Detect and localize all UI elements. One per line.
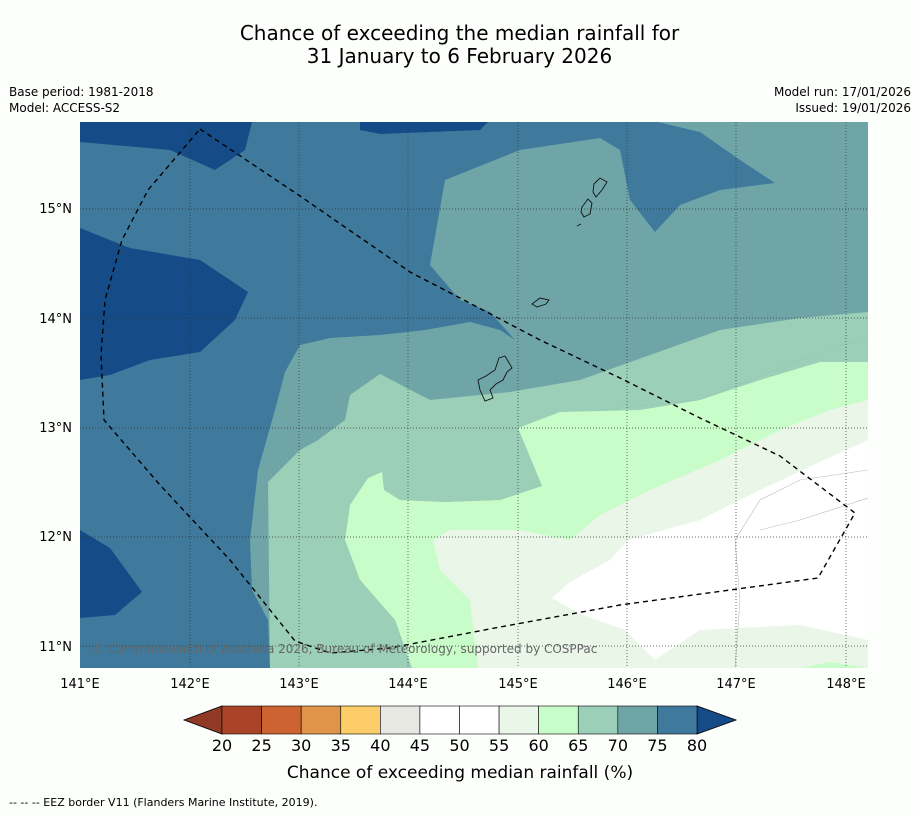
- guam-island: [477, 355, 513, 402]
- colorbar-swatch: [459, 705, 500, 735]
- model-run: Model run: 17/01/2026: [773, 85, 911, 99]
- y-tick-15: 15°N: [39, 202, 72, 217]
- contour-60-65-bottom: [800, 662, 868, 668]
- x-tick-142: 142°E: [170, 677, 210, 692]
- colorbar-swatch: [577, 705, 619, 735]
- colorbar-label: 60: [528, 736, 548, 755]
- colorbar-label: 25: [251, 736, 271, 755]
- contour-50-55: [552, 440, 868, 660]
- colorbar-swatch: [261, 705, 302, 735]
- colorbar-label: 65: [568, 736, 588, 755]
- model-name: Model: ACCESS-S2: [9, 101, 121, 115]
- issued-date: Issued: 19/01/2026: [795, 101, 911, 115]
- colorbar-swatch: [380, 705, 421, 735]
- x-tick-148: 148°E: [826, 677, 866, 692]
- x-tick-145: 145°E: [498, 677, 538, 692]
- colorbar-label: 80: [687, 736, 707, 755]
- colorbar-swatch: [340, 705, 381, 735]
- colorbar-title: Chance of exceeding median rainfall (%): [287, 763, 633, 783]
- contour-65-70-band: [268, 312, 868, 668]
- map-title: Chance of exceeding the median rainfall …: [0, 22, 919, 68]
- colorbar-swatch: [538, 705, 579, 735]
- colorbar-low-arrow: [182, 705, 223, 735]
- x-tick-146: 146°E: [607, 677, 647, 692]
- title-line-1: Chance of exceeding the median rainfall …: [239, 21, 680, 45]
- colorbar-label: 55: [489, 736, 509, 755]
- copyright-notice: © Commonwealth of Australia 2026, Bureau…: [92, 642, 597, 656]
- colorbar-swatch: [617, 705, 658, 735]
- colorbar-high-arrow: [696, 705, 738, 735]
- eez-legend-note: -- -- -- EEZ border V11 (Flanders Marine…: [9, 796, 318, 809]
- contour-80-west: [80, 228, 248, 380]
- title-line-2: 31 January to 6 February 2026: [306, 44, 613, 68]
- colorbar-label: 35: [331, 736, 351, 755]
- x-axis-labels: 141°E 142°E 143°E 144°E 145°E 146°E 147°…: [60, 677, 866, 692]
- colorbar-label: 75: [647, 736, 667, 755]
- map-area: © Commonwealth of Australia 2026, Bureau…: [80, 122, 868, 668]
- x-tick-147: 147°E: [716, 677, 756, 692]
- islands: [477, 177, 608, 402]
- colorbar-swatch: [221, 705, 262, 735]
- colorbar-swatch: [498, 705, 539, 735]
- meta-right: Model run: 17/01/2026 Issued: 19/01/2026: [774, 84, 911, 116]
- y-tick-12: 12°N: [39, 530, 72, 545]
- colorbar-label: 45: [410, 736, 430, 755]
- contour-80-southwest: [80, 530, 142, 618]
- base-period: Base period: 1981-2018: [9, 85, 154, 99]
- colorbar-label: 30: [291, 736, 311, 755]
- colorbar-label: 40: [370, 736, 390, 755]
- colorbar-label: 20: [212, 736, 232, 755]
- contour-80-top: [360, 122, 488, 134]
- x-tick-143: 143°E: [279, 677, 319, 692]
- contour-line-50: [734, 469, 868, 668]
- colorbar-labels: 20 25 30 35 40 45 50 55 60 65 70 75 80: [212, 736, 707, 755]
- y-axis-labels: 15°N 14°N 13°N 12°N 11°N: [39, 202, 72, 655]
- colorbar-label: 70: [608, 736, 628, 755]
- contour-80-top-left: [80, 122, 252, 170]
- x-tick-144: 144°E: [388, 677, 428, 692]
- meta-left: Base period: 1981-2018 Model: ACCESS-S2: [9, 84, 154, 116]
- rota-island: [531, 297, 550, 308]
- colorbar: 20 25 30 35 40 45 50 55 60 65 70 75 80 Chance of exc…: [182, 705, 738, 783]
- aguijan-island: [576, 223, 582, 227]
- gridlines: [80, 122, 868, 668]
- y-tick-14: 14°N: [39, 312, 72, 327]
- colorbar-swatch: [657, 705, 698, 735]
- saipan-island: [592, 177, 608, 198]
- colorbar-label: 50: [449, 736, 469, 755]
- y-tick-13: 13°N: [39, 421, 72, 436]
- tinian-island: [580, 198, 593, 218]
- eez-border: [100, 128, 856, 654]
- colorbar-swatches: [221, 705, 698, 735]
- y-tick-11: 11°N: [39, 640, 72, 655]
- colorbar-swatch: [300, 705, 342, 735]
- x-tick-141: 141°E: [60, 677, 100, 692]
- colorbar-swatch: [419, 705, 460, 735]
